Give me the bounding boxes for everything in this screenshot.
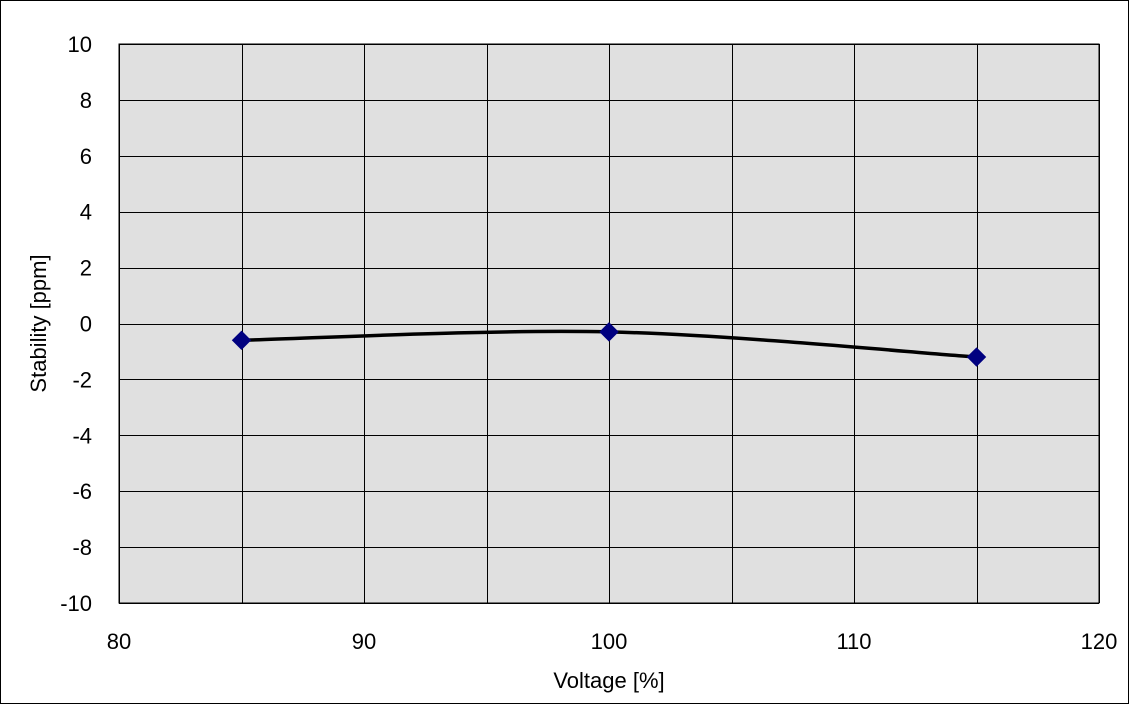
series-markers <box>231 322 987 367</box>
y-tick-label: -4 <box>72 423 92 448</box>
y-tick-label: -6 <box>72 479 92 504</box>
x-axis-tick-labels: 80 90 100 110 120 <box>107 629 1118 654</box>
x-tick-label: 90 <box>352 629 376 654</box>
y-tick-label: 10 <box>68 32 92 57</box>
y-tick-label: 4 <box>80 200 92 225</box>
y-tick-label: -10 <box>60 591 92 616</box>
x-tick-label: 110 <box>836 629 871 654</box>
x-axis-label: Voltage [%] <box>553 668 664 693</box>
data-point-marker <box>966 347 987 367</box>
y-tick-label: 8 <box>80 88 92 113</box>
y-tick-label: 6 <box>80 144 92 169</box>
y-axis-label: Stability [ppm] <box>26 254 51 392</box>
x-tick-label: 80 <box>107 629 131 654</box>
x-tick-label: 120 <box>1081 629 1118 654</box>
y-tick-label: -8 <box>72 535 92 560</box>
data-point-marker <box>231 330 252 350</box>
y-tick-label: 0 <box>80 312 92 337</box>
gridlines <box>119 44 1100 604</box>
x-tick-label: 100 <box>591 629 628 654</box>
y-tick-label: -2 <box>72 367 92 392</box>
y-axis-tick-labels: 10 8 6 4 2 0 -2 -4 -6 -8 -10 <box>60 32 92 616</box>
data-point-marker <box>599 322 619 342</box>
y-tick-label: 2 <box>80 256 92 281</box>
